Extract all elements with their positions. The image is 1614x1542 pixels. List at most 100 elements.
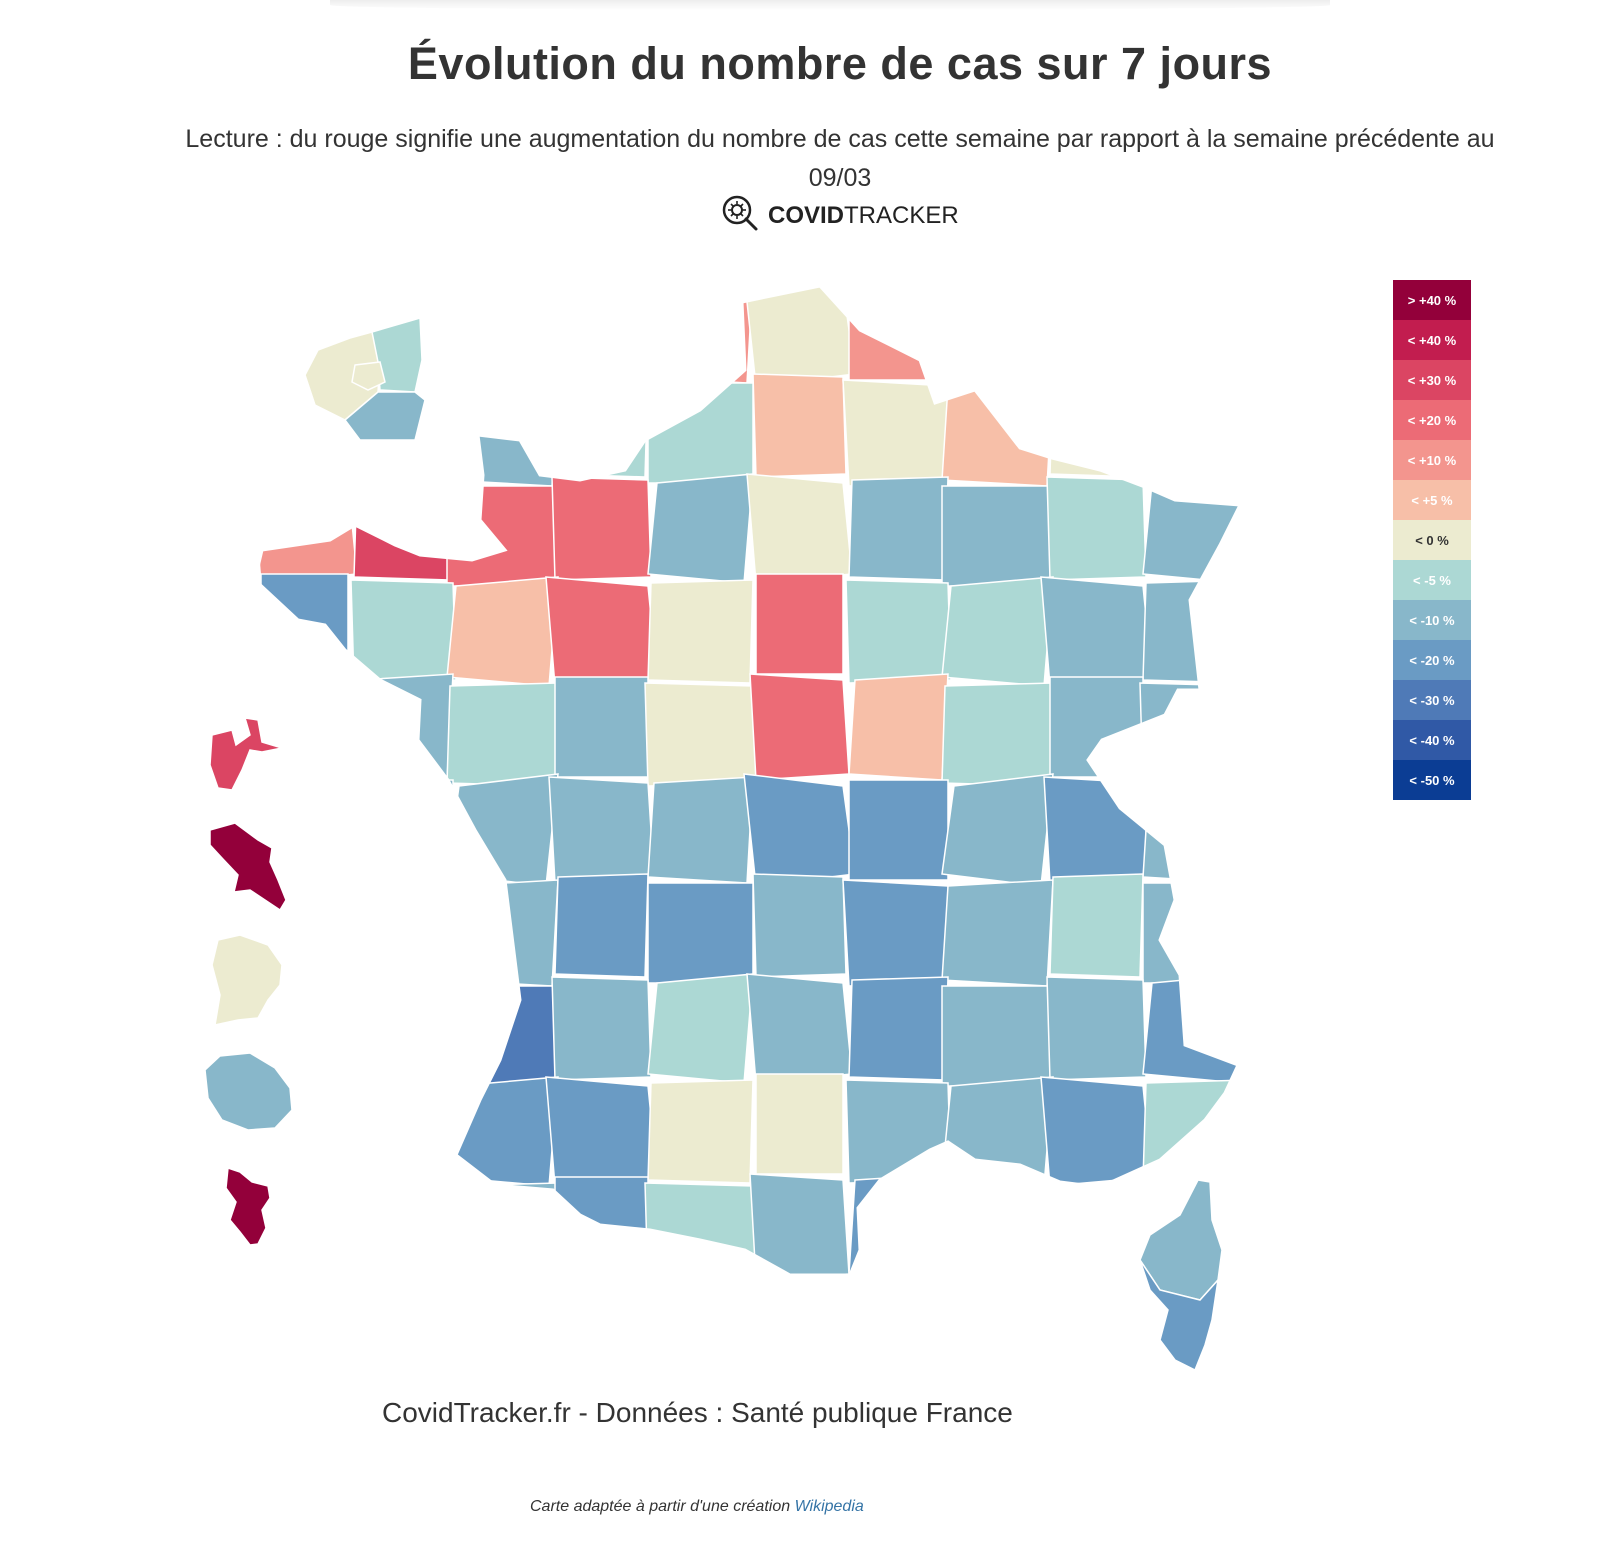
legend-item: < -10 %	[1393, 600, 1471, 640]
department-region	[647, 973, 754, 1084]
department-region	[941, 773, 1054, 887]
brand-name: COVIDTRACKER	[768, 202, 959, 230]
department-region	[353, 1173, 454, 1275]
department-region	[941, 286, 1054, 387]
department-region	[446, 682, 559, 787]
legend-item: < +10 %	[1393, 440, 1471, 480]
department-region	[446, 1076, 559, 1187]
department-region	[347, 879, 460, 987]
department-region	[1142, 286, 1240, 384]
department-region	[446, 286, 559, 387]
department-region	[554, 373, 649, 478]
department-region	[350, 579, 457, 684]
idf-sud	[343, 391, 426, 441]
department-region	[749, 673, 850, 781]
department-region	[749, 1173, 850, 1275]
department-region	[1043, 286, 1150, 384]
idf-centre	[351, 361, 386, 391]
france-map	[204, 284, 1243, 1372]
legend-item: < +20 %	[1393, 400, 1471, 440]
department-region	[350, 1079, 457, 1184]
legend-item: < -5 %	[1393, 560, 1471, 600]
department-region	[551, 476, 652, 581]
overseas-mayotte	[225, 1166, 271, 1246]
department-region	[941, 879, 1054, 987]
department-region	[647, 882, 754, 984]
wikipedia-link[interactable]: Wikipedia	[794, 1498, 864, 1515]
credit-text: Carte adaptée à partir d'une création	[530, 1498, 791, 1515]
department-region	[1142, 973, 1240, 1084]
department-region	[1142, 579, 1240, 684]
department-region	[446, 576, 559, 687]
department-region	[255, 1173, 355, 1275]
department-region	[1142, 882, 1240, 984]
department-region	[353, 673, 454, 781]
department-region	[647, 776, 754, 884]
department-region	[941, 985, 1054, 1087]
department-region	[941, 1076, 1054, 1187]
legend-item: > +40 %	[1393, 280, 1471, 320]
department-region	[941, 576, 1054, 687]
legend-item: < 0 %	[1393, 520, 1471, 560]
department-region	[941, 485, 1054, 587]
department-region	[1049, 873, 1144, 978]
legend-item: < +40 %	[1393, 320, 1471, 360]
overseas-reunion	[204, 1052, 293, 1131]
legend-item: < -30 %	[1393, 680, 1471, 720]
subtitle-line-2: 09/03	[808, 164, 872, 192]
department-region	[752, 873, 847, 978]
department-region	[1139, 682, 1240, 787]
department-region	[845, 579, 952, 684]
department-region	[554, 676, 649, 778]
top-shadow	[330, 0, 1330, 10]
department-region	[647, 579, 754, 684]
legend-item: < -50 %	[1393, 760, 1471, 800]
brand-light: TRACKER	[844, 202, 959, 229]
data-source: CovidTracker.fr - Données : Santé publiq…	[382, 1397, 1013, 1428]
map-credit: Carte adaptée à partir d'une création Wi…	[530, 1498, 864, 1516]
department-region	[1049, 676, 1144, 778]
chart-subtitle: Lecture : du rouge signifie une augmenta…	[0, 120, 1614, 198]
department-region	[743, 773, 856, 887]
department-region	[545, 1076, 658, 1187]
legend-item: < -20 %	[1393, 640, 1471, 680]
overseas-guadeloupe	[209, 717, 283, 791]
department-region	[255, 473, 358, 584]
department-region	[647, 1079, 754, 1184]
department-region	[446, 879, 559, 987]
department-region	[752, 373, 847, 478]
department-region	[647, 473, 754, 584]
chart-title: Évolution du nombre de cas sur 7 jours	[407, 38, 1273, 89]
corse-south	[1139, 1259, 1220, 1372]
brand-bold: COVID	[768, 202, 845, 229]
overseas-martinique	[209, 822, 287, 912]
legend-item: < +30 %	[1393, 360, 1471, 400]
department-region	[848, 476, 949, 581]
department-region	[545, 576, 658, 687]
department-region	[1142, 1079, 1240, 1184]
department-region	[644, 1182, 757, 1275]
department-region	[746, 973, 853, 1084]
department-region	[548, 286, 655, 384]
department-region	[446, 485, 559, 587]
color-legend: > +40 % < +40 % < +30 % < +20 % < +10 % < +5 …	[1393, 280, 1471, 800]
department-region	[1043, 776, 1150, 884]
department-region	[446, 773, 559, 887]
legend-item: < +5 %	[1393, 480, 1471, 520]
department-region	[848, 673, 949, 781]
department-region	[1142, 473, 1240, 584]
overseas-guyane	[211, 934, 283, 1026]
legend-item: < -40 %	[1393, 720, 1471, 760]
department-region	[746, 473, 853, 584]
department-region	[260, 573, 349, 675]
department-region	[446, 379, 559, 487]
department-region	[848, 779, 949, 881]
department-region	[842, 379, 955, 487]
subtitle-line-1: Lecture : du rouge signifie une augmenta…	[185, 125, 1495, 153]
department-region	[848, 976, 949, 1081]
department-region	[647, 286, 754, 384]
department-region	[353, 476, 454, 581]
covidtracker-brand[interactable]: COVIDTRACKER	[720, 195, 959, 234]
department-region	[647, 382, 754, 484]
metropole-outline	[253, 284, 1243, 1277]
